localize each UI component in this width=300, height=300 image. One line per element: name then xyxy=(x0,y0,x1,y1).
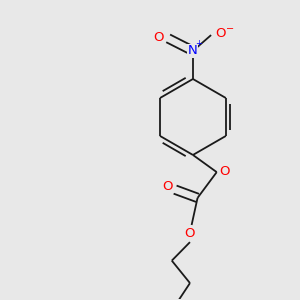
Text: O: O xyxy=(219,165,230,178)
Text: O: O xyxy=(154,31,164,44)
Text: +: + xyxy=(195,39,202,48)
Text: −: − xyxy=(226,24,234,34)
Text: N: N xyxy=(188,44,198,57)
Text: O: O xyxy=(163,180,173,193)
Text: O: O xyxy=(185,227,195,240)
Text: O: O xyxy=(215,27,226,40)
